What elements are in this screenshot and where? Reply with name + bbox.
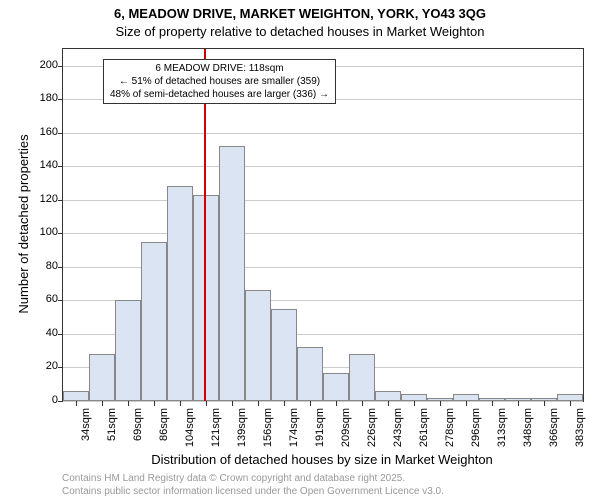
- bar: [401, 394, 427, 401]
- xtick-mark: [128, 401, 129, 406]
- ytick-mark: [58, 300, 63, 301]
- xtick-mark: [206, 401, 207, 406]
- xtick-label: 69sqm: [132, 408, 144, 441]
- ytick-label: 0: [0, 394, 58, 406]
- xtick-label: 51sqm: [106, 408, 118, 441]
- xtick-label: 86sqm: [158, 408, 170, 441]
- ytick-mark: [58, 99, 63, 100]
- ytick-label: 200: [0, 59, 58, 71]
- xtick-label: 34sqm: [80, 408, 92, 441]
- attribution-block: Contains HM Land Registry data © Crown c…: [62, 472, 444, 498]
- xtick-mark: [414, 401, 415, 406]
- xtick-mark: [258, 401, 259, 406]
- gridline: [63, 133, 583, 134]
- bar: [349, 354, 375, 401]
- xtick-mark: [492, 401, 493, 406]
- gridline: [63, 166, 583, 167]
- xtick-label: 139sqm: [236, 408, 248, 447]
- ytick-mark: [58, 334, 63, 335]
- bar: [245, 290, 271, 401]
- x-axis-label: Distribution of detached houses by size …: [62, 452, 582, 467]
- plot-area: 6 MEADOW DRIVE: 118sqm ← 51% of detached…: [62, 48, 584, 402]
- ytick-mark: [58, 166, 63, 167]
- ytick-label: 20: [0, 360, 58, 372]
- ytick-label: 140: [0, 159, 58, 171]
- bar: [557, 394, 583, 401]
- xtick-label: 156sqm: [262, 408, 274, 447]
- chart-subtitle: Size of property relative to detached ho…: [0, 24, 600, 39]
- xtick-label: 366sqm: [548, 408, 560, 447]
- ytick-mark: [58, 200, 63, 201]
- ytick-label: 120: [0, 193, 58, 205]
- xtick-label: 174sqm: [288, 408, 300, 447]
- bar: [141, 242, 167, 401]
- xtick-mark: [440, 401, 441, 406]
- gridline: [63, 233, 583, 234]
- xtick-mark: [570, 401, 571, 406]
- xtick-mark: [284, 401, 285, 406]
- xtick-mark: [76, 401, 77, 406]
- bar: [375, 391, 401, 401]
- xtick-mark: [154, 401, 155, 406]
- chart-title: 6, MEADOW DRIVE, MARKET WEIGHTON, YORK, …: [0, 6, 600, 21]
- attribution-line-1: Contains HM Land Registry data © Crown c…: [62, 472, 444, 485]
- annotation-line-3: 48% of semi-detached houses are larger (…: [110, 88, 329, 101]
- xtick-label: 383sqm: [574, 408, 586, 447]
- gridline: [63, 200, 583, 201]
- ytick-mark: [58, 233, 63, 234]
- ytick-label: 100: [0, 226, 58, 238]
- ytick-mark: [58, 401, 63, 402]
- bar: [453, 394, 479, 401]
- ytick-label: 60: [0, 293, 58, 305]
- ytick-mark: [58, 133, 63, 134]
- xtick-mark: [232, 401, 233, 406]
- xtick-label: 243sqm: [392, 408, 404, 447]
- xtick-mark: [362, 401, 363, 406]
- xtick-mark: [102, 401, 103, 406]
- gridline: [63, 401, 583, 402]
- ytick-mark: [58, 267, 63, 268]
- bar: [323, 373, 349, 401]
- xtick-mark: [544, 401, 545, 406]
- ytick-label: 40: [0, 327, 58, 339]
- chart-container: 6, MEADOW DRIVE, MARKET WEIGHTON, YORK, …: [0, 0, 600, 500]
- ytick-label: 180: [0, 92, 58, 104]
- ytick-label: 80: [0, 260, 58, 272]
- ytick-label: 160: [0, 126, 58, 138]
- bar: [63, 391, 89, 401]
- attribution-line-2: Contains public sector information licen…: [62, 485, 444, 498]
- xtick-label: 348sqm: [522, 408, 534, 447]
- bar: [89, 354, 115, 401]
- ytick-mark: [58, 66, 63, 67]
- annotation-line-2: ← 51% of detached houses are smaller (35…: [110, 75, 329, 88]
- xtick-label: 209sqm: [340, 408, 352, 447]
- xtick-mark: [466, 401, 467, 406]
- ytick-mark: [58, 367, 63, 368]
- xtick-label: 191sqm: [314, 408, 326, 447]
- xtick-mark: [518, 401, 519, 406]
- xtick-label: 313sqm: [496, 408, 508, 447]
- bar: [271, 309, 297, 401]
- xtick-label: 278sqm: [444, 408, 456, 447]
- xtick-mark: [180, 401, 181, 406]
- xtick-label: 261sqm: [418, 408, 430, 447]
- bar: [115, 300, 141, 401]
- bar: [219, 146, 245, 401]
- annotation-line-1: 6 MEADOW DRIVE: 118sqm: [110, 62, 329, 75]
- xtick-label: 121sqm: [210, 408, 222, 447]
- xtick-mark: [388, 401, 389, 406]
- xtick-mark: [310, 401, 311, 406]
- xtick-label: 104sqm: [184, 408, 196, 447]
- xtick-label: 296sqm: [470, 408, 482, 447]
- bar: [297, 347, 323, 401]
- annotation-box: 6 MEADOW DRIVE: 118sqm ← 51% of detached…: [103, 59, 336, 104]
- bar: [167, 186, 193, 401]
- xtick-mark: [336, 401, 337, 406]
- xtick-label: 226sqm: [366, 408, 378, 447]
